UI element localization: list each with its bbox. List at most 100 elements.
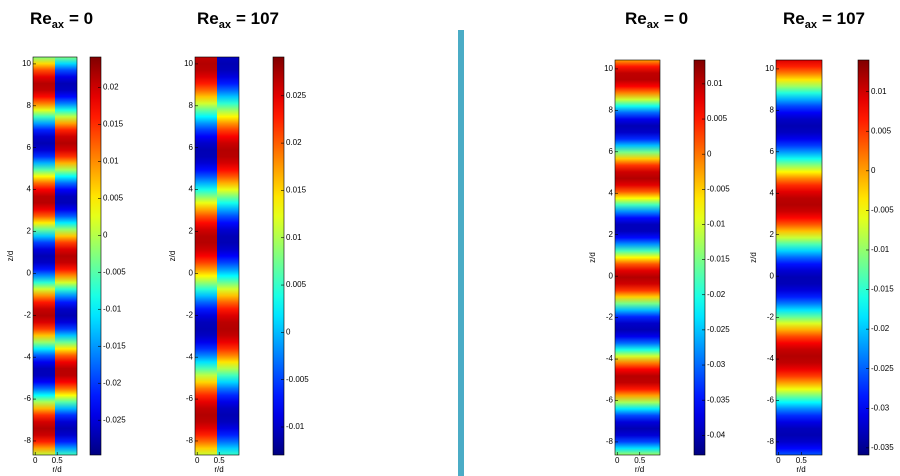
colorbar-tick-label: -0.02 — [707, 290, 726, 299]
field — [55, 57, 77, 455]
colorbar-tick-label: 0 — [286, 327, 291, 336]
x-axis-label: r/d — [52, 465, 61, 474]
y-tick-label: -8 — [767, 437, 775, 446]
plot-frame — [32, 56, 78, 456]
y-tick-label: -2 — [186, 310, 194, 319]
y-tick-label: 8 — [609, 105, 614, 114]
colorbar-tick-label: -0.04 — [707, 430, 726, 439]
y-tick-label: 0 — [609, 271, 614, 280]
colorbar-tick-label: -0.015 — [871, 285, 894, 294]
field — [33, 57, 55, 455]
colorbar-tick-label: 0.005 — [871, 126, 892, 135]
colorbar-tick-label: 0 — [871, 166, 876, 175]
x-tick-label: 0.5 — [214, 456, 226, 465]
y-tick-label: 4 — [609, 188, 614, 197]
y-tick-label: 6 — [189, 143, 194, 152]
colorbar-tick-label: -0.015 — [103, 341, 126, 350]
y-tick-label: 6 — [609, 147, 614, 156]
colorbar-tick-label: -0.02 — [103, 378, 122, 387]
x-tick-label: 0 — [615, 456, 620, 465]
field — [776, 60, 822, 455]
x-axis-label: r/d — [214, 465, 223, 474]
x-tick-label: 0.5 — [52, 456, 64, 465]
y-tick-label: 2 — [770, 230, 775, 239]
colorbar-tick-label: -0.02 — [871, 324, 890, 333]
y-tick-label: 8 — [770, 105, 775, 114]
y-tick-label: -4 — [767, 354, 775, 363]
y-tick-label: -8 — [24, 436, 32, 445]
separator — [458, 30, 464, 476]
x-tick-label: 0 — [33, 456, 38, 465]
colorbar-tick-label: 0.02 — [103, 82, 119, 91]
colorbar — [693, 59, 706, 456]
x-tick-label: 0 — [195, 456, 200, 465]
y-axis-label: z/d — [749, 252, 758, 263]
y-tick-label: -4 — [186, 352, 194, 361]
colorbar-tick-label: -0.035 — [707, 395, 730, 404]
field — [217, 57, 239, 455]
field — [615, 60, 660, 455]
y-tick-label: -4 — [24, 352, 32, 361]
y-tick-label: -6 — [24, 394, 32, 403]
colorbar-tick-label: -0.03 — [707, 360, 726, 369]
colorbar — [857, 59, 870, 456]
y-tick-label: 0 — [189, 268, 194, 277]
y-tick-label: -6 — [767, 396, 775, 405]
colorbar-tick-label: 0.01 — [103, 156, 119, 165]
y-tick-label: -6 — [606, 396, 614, 405]
colorbar-tick-label: -0.01 — [707, 220, 726, 229]
colorbar-tick-label: -0.025 — [103, 415, 126, 424]
colorbar-tick-label: -0.005 — [871, 206, 894, 215]
colorbar-tick-label: -0.005 — [707, 184, 730, 193]
panel-title: Reax = 0 — [30, 9, 93, 30]
colorbar-tick-label: -0.025 — [871, 364, 894, 373]
panel-title: Reax = 107 — [783, 9, 865, 30]
x-tick-label: 0 — [776, 456, 781, 465]
x-axis-label: r/d — [635, 465, 644, 474]
y-tick-label: 6 — [770, 147, 775, 156]
plot-frame — [614, 59, 661, 456]
y-tick-label: 10 — [184, 59, 193, 68]
y-tick-label: -6 — [186, 394, 194, 403]
colorbar-tick-label: 0.01 — [286, 233, 302, 242]
y-tick-label: 4 — [27, 185, 32, 194]
y-tick-label: -2 — [24, 310, 32, 319]
colorbar-tick-label: 0.02 — [286, 138, 302, 147]
panel-title: Reax = 107 — [197, 9, 279, 30]
y-tick-label: 4 — [770, 188, 775, 197]
colorbar-tick-label: 0 — [707, 149, 712, 158]
y-tick-label: -8 — [606, 437, 614, 446]
colorbar — [272, 56, 285, 456]
y-tick-label: 8 — [27, 101, 32, 110]
y-tick-label: -2 — [767, 313, 775, 322]
colorbar-tick-label: -0.01 — [871, 245, 890, 254]
y-tick-label: 2 — [27, 227, 32, 236]
colorbar — [89, 56, 102, 456]
x-tick-label: 0.5 — [796, 456, 808, 465]
colorbar-tick-label: -0.035 — [871, 443, 894, 452]
colorbar-tick-label: -0.005 — [286, 375, 309, 384]
y-axis-label: z/d — [168, 251, 177, 262]
colorbar-tick-label: -0.015 — [707, 255, 730, 264]
colorbar-tick-label: 0.005 — [286, 280, 307, 289]
plot-frame — [194, 56, 240, 456]
field — [195, 57, 217, 455]
y-axis-label: z/d — [6, 251, 15, 262]
colorbar-tick-label: -0.03 — [871, 403, 890, 412]
y-tick-label: 10 — [604, 64, 613, 73]
y-tick-label: -8 — [186, 436, 194, 445]
colorbar-tick-label: 0.01 — [871, 87, 887, 96]
colorbar-tick-label: -0.025 — [707, 325, 730, 334]
colorbar-tick-label: 0.015 — [103, 119, 124, 128]
colorbar-tick-label: -0.01 — [103, 304, 122, 313]
x-axis-label: r/d — [796, 465, 805, 474]
y-tick-label: 0 — [770, 271, 775, 280]
y-tick-label: 4 — [189, 185, 194, 194]
x-tick-label: 0.5 — [634, 456, 646, 465]
y-tick-label: 2 — [189, 227, 194, 236]
plot-frame — [775, 59, 823, 456]
colorbar-tick-label: -0.01 — [286, 422, 305, 431]
y-tick-label: 2 — [609, 230, 614, 239]
colorbar-tick-label: 0.015 — [286, 186, 307, 195]
